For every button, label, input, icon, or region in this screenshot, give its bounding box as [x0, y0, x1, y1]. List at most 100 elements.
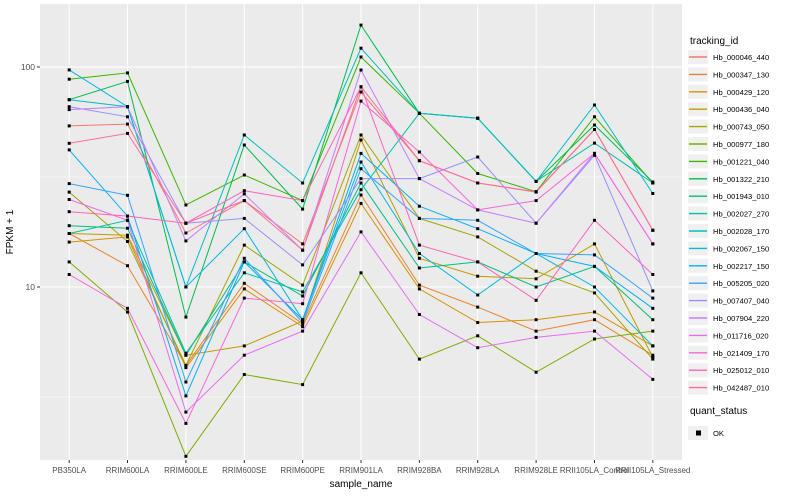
data-point — [476, 208, 480, 212]
legend-label: Hb_000743_050 — [713, 123, 769, 132]
x-axis-title: sample_name — [330, 479, 393, 490]
data-point — [126, 264, 129, 268]
data-point — [651, 296, 655, 300]
data-point — [476, 218, 480, 222]
data-point — [417, 283, 421, 287]
x-tick-label: RRIM600PE — [280, 466, 324, 475]
data-point — [126, 79, 129, 83]
data-point — [476, 227, 480, 231]
data-point — [126, 310, 129, 314]
data-point — [184, 203, 188, 207]
data-point — [417, 204, 421, 208]
data-point — [359, 271, 363, 275]
data-point — [534, 269, 538, 273]
data-point — [417, 111, 421, 115]
data-point — [359, 160, 363, 164]
data-point — [534, 252, 538, 255]
data-point — [476, 274, 480, 278]
data-point — [651, 181, 655, 185]
legend-label: Hb_001221_040 — [713, 157, 769, 166]
data-point — [67, 141, 71, 145]
data-point — [126, 131, 129, 135]
data-point — [301, 242, 305, 246]
data-point — [593, 310, 596, 314]
data-point — [126, 226, 129, 230]
data-point — [242, 227, 246, 231]
data-point — [184, 221, 188, 225]
data-point — [417, 177, 421, 181]
data-point — [417, 256, 421, 260]
data-point — [593, 242, 596, 246]
data-point — [476, 235, 480, 239]
data-point — [417, 159, 421, 163]
data-point — [417, 357, 421, 361]
data-point — [593, 291, 596, 295]
data-point — [534, 221, 538, 225]
data-point — [67, 260, 71, 264]
legend-label: Hb_002067_150 — [713, 244, 769, 253]
data-point — [242, 216, 246, 220]
x-tick-label: RRIM928BA — [397, 466, 442, 475]
data-point — [301, 302, 305, 306]
legend-entry-Hb_007904_220: Hb_007904_220 — [688, 311, 769, 325]
data-point — [593, 153, 596, 157]
data-point — [476, 181, 480, 185]
data-point — [301, 290, 305, 294]
data-point — [301, 263, 305, 267]
legend-entry-Hb_002217_150: Hb_002217_150 — [688, 258, 769, 273]
legend-label: Hb_007904_220 — [713, 314, 769, 323]
data-point — [593, 151, 596, 155]
data-point — [593, 264, 596, 268]
data-point — [67, 105, 71, 109]
data-point — [593, 103, 596, 107]
quant-ok-marker-icon — [696, 430, 701, 436]
data-point — [67, 232, 71, 235]
data-point — [593, 218, 596, 222]
y-tick-label: 10 — [26, 282, 36, 292]
data-point — [417, 243, 421, 247]
data-point — [242, 199, 246, 203]
data-point — [184, 380, 188, 384]
y-axis-title: FPKM + 1 — [5, 209, 16, 254]
legend-entry-Hb_021409_170: Hb_021409_170 — [688, 345, 769, 360]
data-point — [242, 143, 246, 147]
data-point — [476, 260, 480, 264]
data-point — [242, 296, 246, 300]
legend-entry-Hb_002028_170: Hb_002028_170 — [688, 224, 769, 238]
legend-entry-Hb_042487_010: Hb_042487_010 — [688, 380, 769, 395]
legend-entry-Hb_007407_040: Hb_007407_040 — [688, 293, 769, 308]
legend-entry-Hb_001221_040: Hb_001221_040 — [688, 154, 769, 169]
data-point — [242, 281, 246, 285]
legend-label: Hb_025012_010 — [713, 366, 769, 375]
data-point — [651, 318, 655, 322]
data-point — [184, 351, 188, 355]
data-point — [359, 201, 363, 205]
legend-label: Hb_000429_120 — [713, 88, 769, 97]
x-tick-label: RRIM928LE — [514, 466, 558, 475]
data-point — [476, 293, 480, 297]
legend-entry-Hb_001943_010: Hb_001943_010 — [688, 189, 769, 204]
data-point — [126, 71, 129, 75]
data-point — [126, 214, 129, 218]
data-point — [126, 233, 129, 237]
legend-entry-Hb_002067_150: Hb_002067_150 — [688, 241, 769, 256]
data-point — [184, 315, 188, 319]
data-point — [476, 321, 480, 324]
data-point — [593, 318, 596, 322]
data-point — [184, 353, 188, 357]
data-point — [651, 289, 655, 293]
legend-entry-Hb_000347_130: Hb_000347_130 — [688, 67, 769, 82]
legend-label: Hb_002027_270 — [713, 210, 769, 219]
data-point — [126, 218, 129, 222]
data-point — [242, 256, 246, 260]
data-point — [476, 172, 480, 175]
data-point — [359, 230, 363, 234]
data-point — [593, 128, 596, 131]
x-tick-label: PB350LA — [52, 466, 86, 475]
data-point — [534, 179, 538, 183]
data-point — [301, 318, 305, 322]
data-point — [534, 298, 538, 302]
data-point — [67, 68, 71, 72]
y-tick-label: 100 — [21, 62, 35, 72]
data-point — [184, 366, 188, 370]
